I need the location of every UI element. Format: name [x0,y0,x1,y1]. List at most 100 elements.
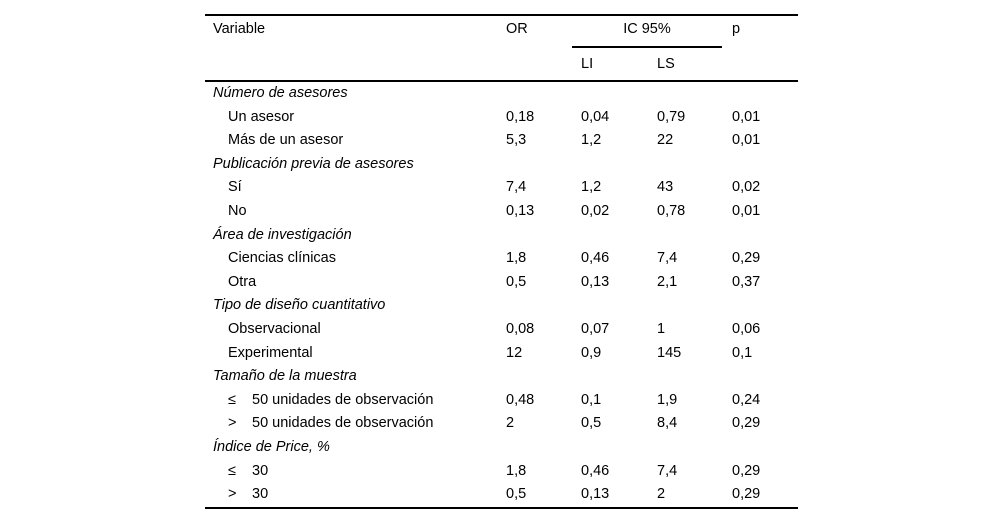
cell-li: 0,46 [581,250,610,267]
table-row: ≤ 50 unidades de observación 0,48 0,1 1,… [205,389,798,413]
cell-ls: 145 [657,344,682,361]
row-category-label: Área de investigación [213,226,352,243]
cell-p: 0,02 [732,179,761,196]
cell-p: 0,29 [732,415,761,432]
cell-li: 0,07 [581,320,610,337]
cell-p: 0,01 [732,108,761,125]
row-label: Otra [228,273,257,290]
table-row: Otra 0,5 0,13 2,1 0,37 [205,271,798,295]
row-label: 50 unidades de observación [252,415,434,432]
less-equal-symbol: ≤ [228,391,236,408]
column-header-variable: Variable [213,21,266,37]
cell-or: 0,48 [506,391,535,408]
cell-ls: 0,78 [657,202,686,219]
cell-li: 0,46 [581,462,610,479]
row-label: Observacional [228,320,321,337]
row-label: 50 unidades de observación [252,391,434,408]
cell-ls: 43 [657,179,674,196]
cell-li: 0,04 [581,108,610,125]
cell-or: 0,5 [506,273,527,290]
cell-ls: 2,1 [657,273,678,290]
row-category-label: Tamaño de la muestra [213,368,357,385]
table-row: Experimental 12 0,9 145 0,1 [205,342,798,366]
row-label: Sí [228,179,242,196]
row-category-label: Tipo de diseño cuantitativo [213,297,386,314]
cell-li: 0,02 [581,202,610,219]
cell-or: 0,13 [506,202,535,219]
ic95-spanner-rule [572,46,722,48]
table-header-row: Variable OR IC 95% p [205,14,798,44]
row-label: Más de un asesor [228,132,344,149]
cell-ls: 7,4 [657,250,678,267]
table-row: Área de investigación [205,224,798,248]
row-category-label: Publicación previa de asesores [213,155,414,172]
cell-li: 1,2 [581,132,602,149]
table-row: Número de asesores [205,82,798,106]
table-row: > 50 unidades de observación 2 0,5 8,4 0… [205,412,798,436]
table-subheader-row: LI LS [205,50,798,78]
column-header-li: LI [581,56,594,72]
column-header-ls: LS [657,56,675,72]
cell-li: 1,2 [581,179,602,196]
table-row: ≤ 30 1,8 0,46 7,4 0,29 [205,460,798,484]
table-bottom-rule [205,507,798,509]
results-table: Variable OR IC 95% p LI LS Número de ase… [205,14,798,510]
greater-than-symbol: > [228,486,237,503]
table-row: Más de un asesor 5,3 1,2 22 0,01 [205,129,798,153]
cell-ls: 7,4 [657,462,678,479]
cell-p: 0,1 [732,344,753,361]
cell-p: 0,24 [732,391,761,408]
greater-than-symbol: > [228,415,237,432]
cell-li: 0,5 [581,415,602,432]
cell-or: 7,4 [506,179,527,196]
row-label: 30 [252,486,269,503]
cell-p: 0,06 [732,320,761,337]
cell-p: 0,29 [732,486,761,503]
table-header-rule [205,80,798,82]
cell-p: 0,37 [732,273,761,290]
row-label: No [228,202,247,219]
table-row: Publicación previa de asesores [205,153,798,177]
cell-ls: 8,4 [657,415,678,432]
table-row: Ciencias clínicas 1,8 0,46 7,4 0,29 [205,247,798,271]
row-label: Un asesor [228,108,295,125]
cell-or: 0,5 [506,486,527,503]
cell-or: 1,8 [506,250,527,267]
cell-li: 0,13 [581,486,610,503]
less-equal-symbol: ≤ [228,462,236,479]
cell-or: 12 [506,344,523,361]
row-category-label: Número de asesores [213,85,348,101]
table-top-rule [205,14,798,16]
cell-li: 0,13 [581,273,610,290]
cell-p: 0,01 [732,202,761,219]
cell-or: 0,08 [506,320,535,337]
cell-p: 0,29 [732,250,761,267]
column-header-ic95: IC 95% [623,21,671,37]
table-row: No 0,13 0,02 0,78 0,01 [205,200,798,224]
cell-ls: 1 [657,320,666,337]
cell-or: 5,3 [506,132,527,149]
cell-p: 0,29 [732,462,761,479]
row-label: Ciencias clínicas [228,250,336,267]
table-body: Número de asesores Un asesor 0,18 0,04 0… [205,82,798,507]
cell-or: 2 [506,415,515,432]
table-row: Observacional 0,08 0,07 1 0,06 [205,318,798,342]
row-category-label: Índice de Price, % [213,438,330,455]
cell-li: 0,9 [581,344,602,361]
table-row: > 30 0,5 0,13 2 0,29 [205,483,798,507]
table-row: Un asesor 0,18 0,04 0,79 0,01 [205,106,798,130]
row-label: Experimental [228,344,313,361]
cell-or: 0,18 [506,108,535,125]
cell-ls: 0,79 [657,108,686,125]
table-row: Tipo de diseño cuantitativo [205,294,798,318]
table-row: Sí 7,4 1,2 43 0,02 [205,176,798,200]
table-row: Tamaño de la muestra [205,365,798,389]
cell-li: 0,1 [581,391,602,408]
table-row: Índice de Price, % [205,436,798,460]
cell-ls: 2 [657,486,666,503]
cell-p: 0,01 [732,132,761,149]
cell-ls: 22 [657,132,674,149]
cell-or: 1,8 [506,462,527,479]
column-header-or: OR [506,21,528,37]
